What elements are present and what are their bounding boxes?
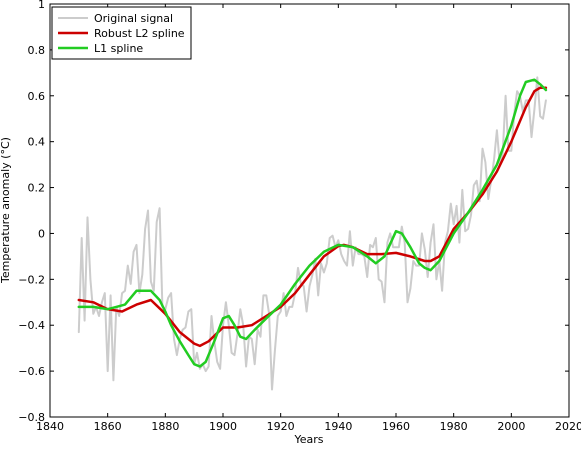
x-tick-label: 1860 (94, 420, 122, 433)
x-tick-label: 2000 (497, 420, 525, 433)
y-tick-label: 0.4 (28, 136, 46, 149)
x-tick-label: 1940 (324, 420, 352, 433)
y-tick-label: −0.8 (18, 411, 45, 424)
legend-label-1: Original signal (94, 12, 173, 25)
ticks-layer: 1840 1860 1880 1900 1920 1940 1960 1980 2000 2020… (18, 0, 581, 433)
x-tick-label: 1960 (382, 420, 410, 433)
y-tick-label: −0.6 (18, 365, 45, 378)
series-layer (77, 76, 548, 391)
plot-area (49, 3, 570, 418)
x-tick-label: 1900 (209, 420, 237, 433)
series-line-1 (77, 76, 547, 391)
y-tick-label: 0 (38, 227, 45, 240)
x-tick-label: 2020 (555, 420, 581, 433)
series-line-3 (77, 78, 548, 368)
x-tick-label: 1980 (440, 420, 468, 433)
y-tick-label: 0.6 (28, 90, 46, 103)
y-tick-label: −0.4 (18, 319, 45, 332)
legend-label-3: L1 spline (94, 42, 143, 55)
x-axis-label: Years (293, 433, 323, 446)
y-axis-label: Temperature anomaly (°C) (0, 137, 12, 284)
x-tick-label: 1920 (267, 420, 295, 433)
x-tick-label: 1840 (36, 420, 64, 433)
y-tick-label: 1 (38, 0, 45, 11)
y-tick-label: −0.2 (18, 273, 45, 286)
y-tick-label: 0.2 (28, 182, 46, 195)
legend-label-2: Robust L2 spline (94, 27, 185, 40)
legend: Original signal Robust L2 spline L1 spline (51, 6, 192, 60)
x-tick-label: 1880 (151, 420, 179, 433)
y-tick-label: 0.8 (28, 44, 46, 57)
